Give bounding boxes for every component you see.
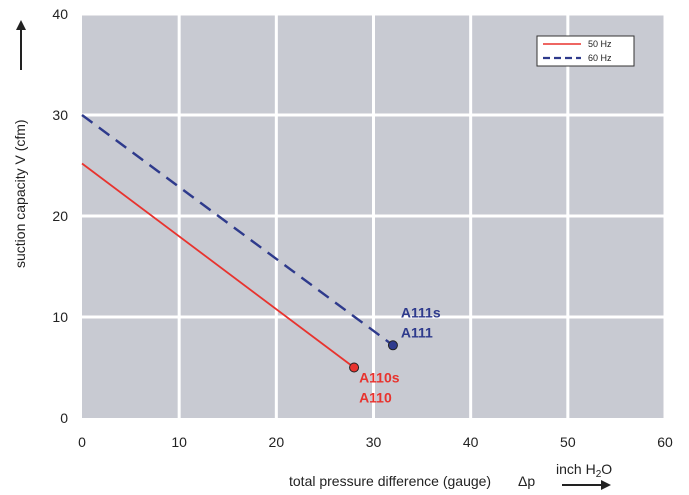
legend: 50 Hz 60 Hz	[536, 35, 635, 67]
x-tick-label: 60	[657, 434, 673, 450]
series-annotation-1-0: A111s	[401, 304, 441, 320]
grid	[82, 12, 667, 418]
x-tick-label: 20	[269, 434, 285, 450]
series-group	[81, 114, 398, 373]
x-tick-label: 50	[560, 434, 576, 450]
x-axis-unit: inch H2O	[556, 461, 612, 480]
series-end-marker-1	[387, 340, 398, 351]
y-axis-ticks: 0 10 20 30 40	[52, 6, 68, 426]
series-end-marker-0	[349, 362, 360, 373]
x-tick-label: 40	[463, 434, 479, 450]
legend-box	[536, 35, 635, 67]
series-annotation-0-1: A110	[359, 390, 392, 406]
series-annotation-0-0: A110s	[359, 370, 400, 386]
series-annotation-1-1: A111	[401, 324, 433, 340]
y-tick-label: 10	[52, 309, 68, 325]
series-line-0	[81, 162, 355, 369]
y-axis-title-group: suction capacity V (cfm)	[12, 20, 28, 268]
x-axis-title-group: total pressure difference (gauge) Δp inc…	[289, 461, 612, 490]
series-line-1	[81, 114, 394, 347]
x-axis-symbol: Δp	[518, 473, 535, 489]
y-tick-label: 0	[60, 410, 68, 426]
legend-label-50hz: 50 Hz	[588, 39, 612, 49]
y-tick-label: 40	[52, 6, 68, 22]
y-tick-label: 30	[52, 107, 68, 123]
y-tick-label: 20	[52, 208, 68, 224]
x-axis-title: total pressure difference (gauge)	[289, 473, 491, 489]
annotations: A110s A110 A111s A111	[359, 304, 441, 405]
x-tick-label: 10	[171, 434, 187, 450]
x-tick-label: 30	[366, 434, 382, 450]
x-axis-ticks: 0 10 20 30 40 50 60	[78, 434, 673, 450]
legend-label-60hz: 60 Hz	[588, 53, 612, 63]
y-axis-title: suction capacity V (cfm)	[12, 119, 28, 268]
x-tick-label: 0	[78, 434, 86, 450]
x-axis-arrowhead	[601, 480, 611, 490]
y-axis-arrowhead	[16, 20, 26, 30]
